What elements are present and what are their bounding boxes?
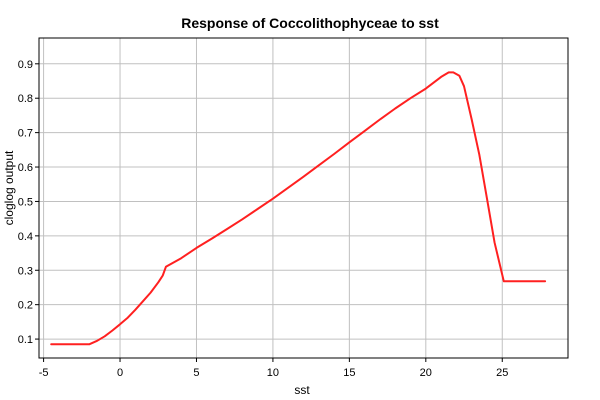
x-axis-label: sst <box>294 383 310 397</box>
x-tick-label: 20 <box>420 367 432 379</box>
y-tick-label: 0.2 <box>18 300 33 312</box>
grid <box>39 38 568 358</box>
y-tick-label: 0.3 <box>18 265 33 277</box>
series-layer <box>50 71 547 346</box>
x-tick-label: 25 <box>496 367 508 379</box>
y-tick-label: 0.9 <box>18 59 33 71</box>
x-tick-label: -5 <box>39 367 49 379</box>
y-tick-label: 0.4 <box>18 231 33 243</box>
y-tick-label: 0.7 <box>18 128 33 140</box>
y-tick-label: 0.1 <box>18 334 33 346</box>
y-tick-label: 0.6 <box>18 162 33 174</box>
chart-title: Response of Coccolithophyceae to sst <box>181 15 439 31</box>
x-tick-label: 10 <box>267 367 279 379</box>
x-tick-label: 5 <box>193 367 199 379</box>
series-line <box>50 71 547 346</box>
axis-ticks: -5 0 5 10 15 20 25 0.1 0.2 0.3 0.4 0.5 0.6 0.7 0.8 0.9 <box>18 59 509 379</box>
y-tick-label: 0.8 <box>18 93 33 105</box>
y-axis-label: cloglog output <box>2 150 16 225</box>
x-tick-label: 15 <box>343 367 355 379</box>
y-tick-label: 0.5 <box>18 196 33 208</box>
plot-area-frame <box>38 37 569 359</box>
x-tick-label: 0 <box>117 367 123 379</box>
